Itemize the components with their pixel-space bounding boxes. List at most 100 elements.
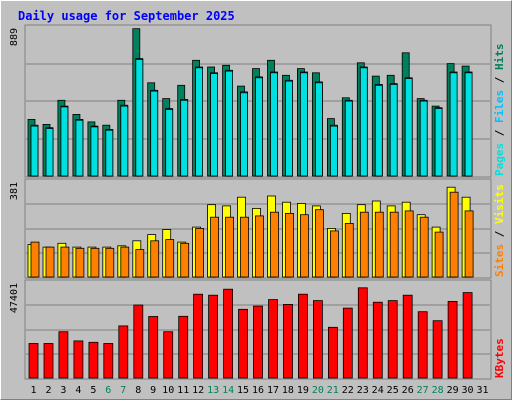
x-tick-label: 16 [252,385,264,396]
legend-separator: / [493,70,506,90]
bar-kbytes-day-3 [58,331,69,379]
bar-kbytes-day-2 [43,343,54,379]
x-tick-label: 23 [357,385,369,396]
bar-kbytes-day-23 [357,287,368,379]
legend-pages: Pages [493,143,506,176]
bar-pages-day-6 [105,129,114,177]
bar-pages-day-5 [90,126,99,177]
x-tick-label: 11 [177,385,189,396]
bar-pages-day-4 [75,119,84,177]
bar-sites-day-5 [90,247,100,278]
bar-sites-day-23 [359,211,369,278]
x-tick-label: 27 [417,385,429,396]
x-tick-label: 14 [222,385,234,396]
x-tick-label: 18 [282,385,294,396]
legend-hits: Hits [493,44,506,71]
x-tick-label: 22 [342,385,354,396]
bar-kbytes-day-10 [163,331,174,379]
bar-kbytes-day-15 [238,308,248,379]
bar-sites-day-17 [270,211,279,278]
bar-pages-day-12 [195,67,204,177]
bar-sites-day-20 [314,209,324,278]
bar-pages-day-8 [135,59,144,177]
bar-kbytes-day-7 [118,325,129,379]
bar-kbytes-day-5 [88,341,99,379]
bar-kbytes-day-8 [133,304,144,379]
x-tick-label: 29 [447,385,459,396]
legend: Sites / Visits [493,184,506,277]
bar-pages-day-30 [464,72,473,177]
bar-pages-day-19 [299,72,308,177]
x-tick-label: 19 [297,385,309,396]
x-tick-label: 9 [150,385,156,396]
bar-sites-day-22 [344,222,354,278]
bar-sites-day-21 [329,230,339,278]
bar-kbytes-day-21 [327,326,338,379]
bar-kbytes-day-19 [297,293,308,379]
bar-kbytes-day-4 [73,340,84,379]
bar-sites-day-4 [75,247,85,278]
bar-pages-day-20 [314,82,323,177]
bar-sites-day-18 [285,212,294,278]
bar-sites-day-27 [419,216,429,278]
x-tick-label: 1 [30,385,36,396]
bar-sites-day-13 [210,216,220,278]
bar-pages-day-13 [210,73,219,177]
x-tick-label: 8 [135,385,141,396]
bar-kbytes-day-16 [253,305,263,379]
bar-sites-day-19 [299,214,309,278]
bar-sites-day-30 [464,210,474,278]
x-tick-label: 3 [60,385,66,396]
bar-pages-day-14 [225,70,234,177]
x-tick-label: 24 [372,385,384,396]
x-tick-label: 4 [75,385,81,396]
bar-kbytes-day-1 [28,343,39,379]
bar-kbytes-day-6 [103,343,114,379]
bar-pages-day-10 [165,109,174,177]
bar-sites-day-24 [374,211,384,278]
legend-sites: Sites [493,244,506,277]
bar-pages-day-9 [150,90,159,177]
bar-sites-day-8 [135,249,145,278]
bar-pages-day-11 [180,99,189,177]
bar-kbytes-day-17 [268,299,278,379]
legend-visits: Visits [493,184,506,224]
bar-sites-day-25 [389,211,399,278]
bar-sites-day-29 [449,191,459,278]
bar-sites-day-26 [404,210,414,278]
bar-pages-day-28 [434,108,443,177]
bar-sites-day-28 [434,231,444,278]
bar-kbytes-day-30 [462,292,473,379]
x-tick-label: 26 [402,385,414,396]
bar-pages-day-1 [30,125,39,177]
bar-kbytes-day-11 [178,315,189,379]
bar-sites-day-12 [195,227,205,278]
x-tick-label: 30 [461,385,473,396]
x-tick-label: 6 [105,385,111,396]
bar-pages-day-22 [344,100,353,177]
bar-kbytes-day-20 [312,300,323,379]
x-tick-label: 28 [432,385,444,396]
bar-pages-day-24 [374,84,383,177]
bar-pages-day-2 [45,128,54,177]
bar-sites-day-3 [60,246,70,278]
bar-kbytes-day-9 [148,316,159,379]
bar-sites-day-1 [30,241,40,278]
bar-pages-day-16 [255,77,263,177]
bar-pages-day-18 [285,80,293,177]
x-tick-label: 25 [387,385,399,396]
bar-sites-day-9 [150,240,160,278]
x-tick-label: 20 [312,385,324,396]
bar-kbytes-day-22 [342,307,353,379]
bar-pages-day-23 [359,67,368,177]
legend: Pages / Files / Hits [493,44,506,177]
panel-border [24,279,492,380]
x-tick-label: 21 [327,385,339,396]
panel-border [24,24,492,178]
y-max-label: 889 [9,28,20,46]
panel-border [24,178,492,279]
bar-kbytes-day-26 [402,294,413,379]
x-tick-label: 15 [237,385,249,396]
bar-sites-day-11 [180,242,190,278]
bar-kbytes-day-18 [283,303,293,379]
